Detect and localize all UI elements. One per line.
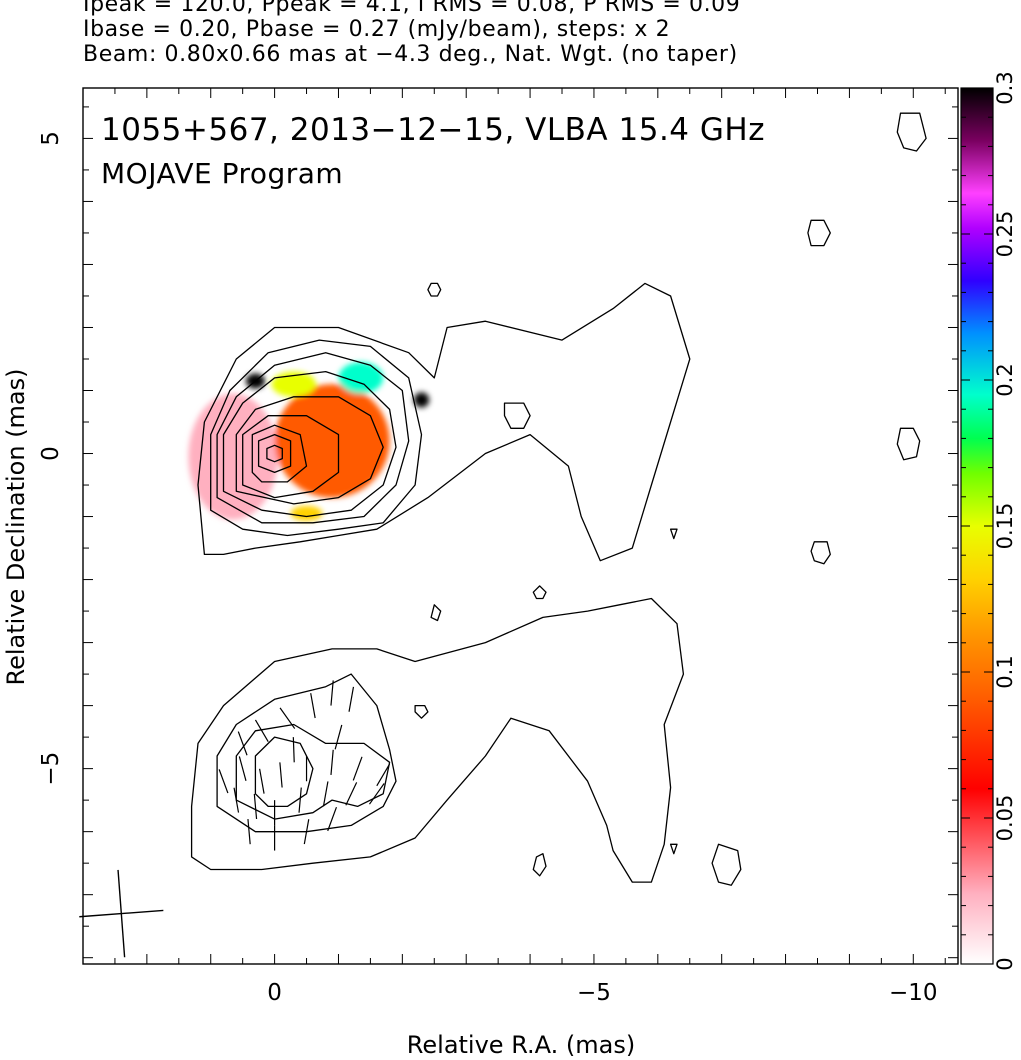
colorbar-tick-label: 0.05 xyxy=(993,795,1017,842)
chart-title: 1055+567, 2013−12−15, VLBA 15.4 GHz xyxy=(101,112,765,148)
evpa-vector-18 xyxy=(345,782,358,806)
contour-island-3 xyxy=(532,585,547,600)
evpa-vector-3 xyxy=(310,693,316,719)
beam-minor-axis xyxy=(79,909,164,918)
evpa-vector-11 xyxy=(352,756,363,781)
contour-core-8 xyxy=(257,433,292,474)
evpa-vector-17 xyxy=(322,781,329,807)
evpa-vector-0 xyxy=(237,731,248,756)
evpa-vector-7 xyxy=(259,768,265,794)
polarization-patch-0 xyxy=(188,393,278,520)
contour-south-3 xyxy=(235,723,391,820)
axes-frame: 0 −5 −10 5 0 −5 xyxy=(38,87,959,1006)
evpa-vector-20 xyxy=(247,819,251,845)
contour-core-3 xyxy=(216,352,410,524)
evpa-vector-1 xyxy=(254,719,269,743)
y-tick-label: 5 xyxy=(38,131,64,146)
evpa-vector-13 xyxy=(233,787,240,813)
evpa-vector-4 xyxy=(330,680,334,706)
contour-island-4 xyxy=(430,604,442,622)
contour-core-4 xyxy=(222,370,397,518)
evpa-vectors-layer xyxy=(79,680,391,958)
evpa-vector-26 xyxy=(334,724,343,750)
y-axis-label: Relative Declination (mas) xyxy=(2,368,30,685)
contour-core-1 xyxy=(197,282,691,562)
colorbar-tick-label: 0 xyxy=(993,957,1017,970)
contour-south-2 xyxy=(216,673,397,833)
contour-core-6 xyxy=(242,415,340,499)
colorbar-tick-label: 0.15 xyxy=(993,503,1017,550)
contour-core-9 xyxy=(266,444,283,463)
contour-south-4 xyxy=(254,736,314,808)
evpa-vector-22 xyxy=(303,819,310,845)
contour-island-5 xyxy=(414,704,429,719)
x-tick-label: −5 xyxy=(577,980,611,1006)
x-tick-label: −10 xyxy=(889,980,938,1006)
contour-island-10 xyxy=(807,219,831,247)
x-tick-label: 0 xyxy=(267,980,282,1006)
plot-frame xyxy=(82,87,959,965)
header-line-3: Beam: 0.80x0.66 mas at −4.3 deg., Nat. W… xyxy=(83,42,738,67)
colorbar-tick-label: 0.2 xyxy=(993,363,1017,396)
contour-island-8 xyxy=(669,843,678,855)
colorbar-tick-label: 0.1 xyxy=(993,655,1017,688)
contour-south-1 xyxy=(190,597,685,883)
contour-core-5 xyxy=(235,396,384,505)
contour-island-13 xyxy=(896,427,921,461)
contour-core-7 xyxy=(251,424,308,483)
contour-island-1 xyxy=(427,282,442,297)
polarization-intensity-layer xyxy=(188,362,430,521)
contour-island-7 xyxy=(669,528,678,540)
y-tick-label: −5 xyxy=(38,752,64,786)
chart-subtitle: MOJAVE Program xyxy=(101,157,343,190)
evpa-vector-8 xyxy=(279,762,283,788)
evpa-vector-12 xyxy=(376,763,391,787)
evpa-vector-6 xyxy=(238,756,247,781)
contour-island-6 xyxy=(532,853,547,877)
polarization-patch-2 xyxy=(338,362,384,394)
contour-island-12 xyxy=(896,112,927,152)
header-line-1: Ipeak = 120.0, Ppeak = 4.1, I RMS = 0.08… xyxy=(83,0,741,17)
polarization-patch-6 xyxy=(290,505,323,521)
polarization-patch-5 xyxy=(413,392,430,408)
evpa-vector-2 xyxy=(279,707,296,729)
evpa-vector-23 xyxy=(327,806,338,832)
x-axis-label: Relative R.A. (mas) xyxy=(407,1031,635,1059)
evpa-vector-24 xyxy=(218,769,229,794)
contour-island-9 xyxy=(711,843,742,886)
contours-layer xyxy=(190,112,927,886)
contour-island-11 xyxy=(810,541,831,565)
contour-island-2 xyxy=(503,402,531,429)
evpa-vector-5 xyxy=(348,686,355,712)
evpa-vector-14 xyxy=(253,793,258,820)
polarization-patch-3 xyxy=(271,371,317,397)
colorbar-tick-label: 0.3 xyxy=(993,71,1017,104)
header-line-2: Ibase = 0.20, Pbase = 0.27 (mJy/beam), s… xyxy=(83,17,671,42)
evpa-vector-19 xyxy=(368,783,385,805)
evpa-vector-25 xyxy=(292,737,295,763)
evpa-vector-16 xyxy=(298,787,302,813)
contour-core-2 xyxy=(210,339,423,537)
colorbar-tick-label: 0.25 xyxy=(993,211,1017,258)
colorbar: 0 0.05 0.1 0.15 0.2 0.25 0.3 xyxy=(960,71,1017,971)
polarization-patch-1 xyxy=(274,384,390,498)
evpa-vector-10 xyxy=(330,749,334,775)
y-tick-label: 0 xyxy=(38,446,64,461)
